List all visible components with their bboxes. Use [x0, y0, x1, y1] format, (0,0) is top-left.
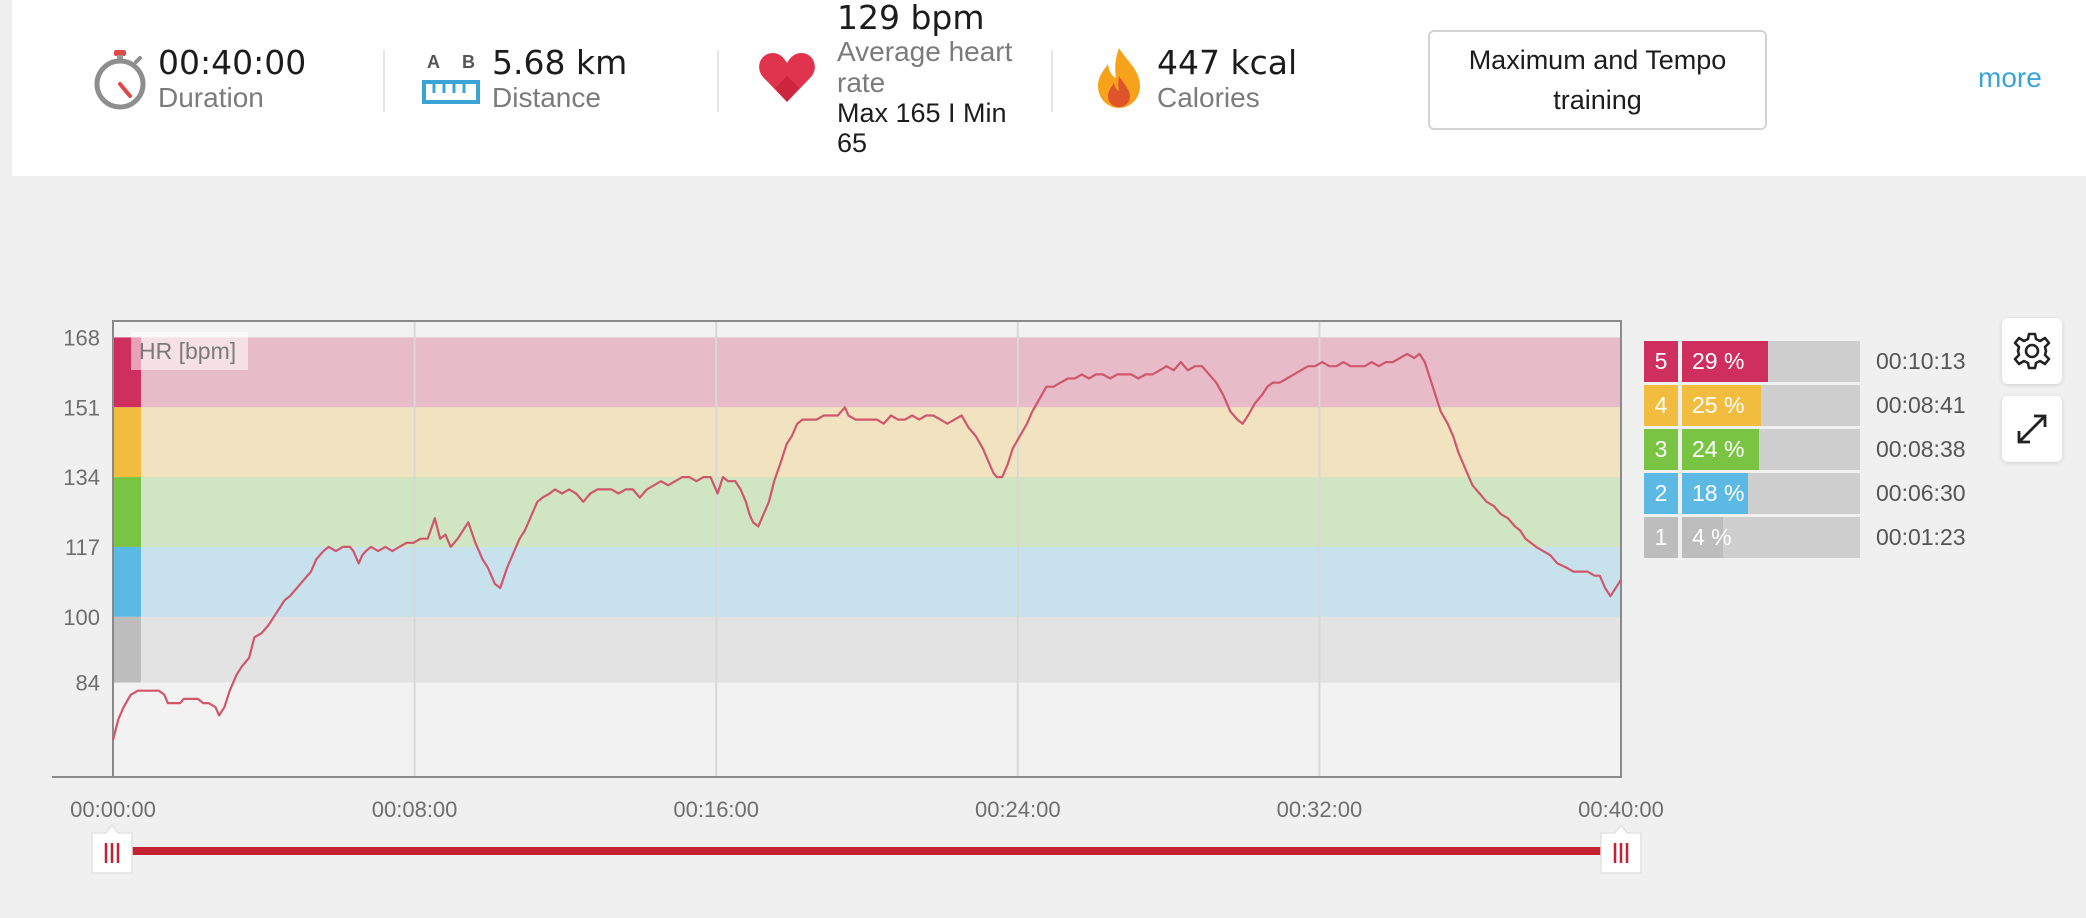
zone-percentage-bar: 29 %: [1682, 341, 1860, 382]
zone-row: 5 29 % 00:10:13: [1644, 341, 1984, 382]
zone-4-strip: [113, 407, 141, 478]
zone-1-band: [113, 616, 1621, 683]
gear-icon: [2013, 332, 2051, 370]
calories-label: Calories: [1157, 82, 1260, 113]
zone-percentage-label: 18 %: [1692, 480, 1745, 506]
zone-3-strip: [113, 477, 141, 547]
zone-percentage-bar: 18 %: [1682, 473, 1860, 514]
zone-time: 00:06:30: [1876, 480, 1966, 506]
expand-chart-button[interactable]: [2002, 396, 2062, 462]
zone-number: 4: [1644, 385, 1678, 426]
x-tick-label: 00:00:00: [70, 797, 156, 822]
zone-2-band: [113, 546, 1621, 617]
range-slider-end-handle[interactable]: [1600, 823, 1642, 874]
expand-icon: [2017, 414, 2047, 444]
calories-value: 447 kcal: [1157, 43, 1298, 82]
workout-summary-bar: 00:40:00 Duration A B 5.68 km Distance 1…: [12, 0, 2086, 176]
zone-row: 4 25 % 00:08:41: [1644, 385, 1984, 426]
duration-stat: 00:40:00 Duration: [158, 44, 306, 114]
zone-number: 2: [1644, 473, 1678, 514]
divider: [1051, 50, 1053, 112]
y-tick-label: 151: [63, 395, 100, 420]
heart-rate-chart: 168 151 134 117 100 84 00:00:00 00:08:00 00:16:…: [52, 320, 1664, 874]
zone-row: 2 18 % 00:06:30: [1644, 473, 1984, 514]
zone-time: 00:08:41: [1876, 392, 1966, 418]
heart-rate-zone-bands: [113, 337, 1621, 683]
range-slider-track[interactable]: [112, 847, 1622, 855]
heart-rate-zones-table: 5 29 % 00:10:13 4 25 % 00:08:41 3 24 % 00:08:38 2…: [1644, 341, 1984, 561]
zone-percentage-label: 25 %: [1692, 392, 1745, 418]
zone-color-strip: [113, 337, 141, 683]
y-tick-label: 168: [63, 325, 100, 350]
y-tick-label: 100: [63, 605, 100, 630]
x-tick-label: 00:40:00: [1578, 797, 1664, 822]
zone-percentage-fill: [1682, 385, 1761, 426]
x-tick-label: 00:32:00: [1277, 797, 1363, 822]
x-tick-label: 00:08:00: [372, 797, 458, 822]
zone-1-strip: [113, 616, 141, 683]
stopwatch-icon: [94, 50, 146, 110]
distance-value: 5.68 km: [492, 43, 628, 82]
zone-percentage-bar: 4 %: [1682, 517, 1860, 558]
heart-icon: [759, 53, 815, 102]
heart-rate-stat: 129 bpm Average heart rate Max 165 I Min…: [837, 0, 1037, 158]
x-tick-label: 00:16:00: [673, 797, 759, 822]
zone-percentage-fill: [1682, 341, 1768, 382]
flame-icon: [1098, 48, 1140, 108]
heart-rate-max-min: Max 165 I Min 65: [837, 98, 1007, 158]
zone-time: 00:01:23: [1876, 524, 1966, 550]
ruler-ab-icon: A B: [422, 50, 480, 106]
series-label-text: HR [bpm]: [139, 338, 236, 364]
range-slider-start-handle[interactable]: [91, 823, 133, 874]
calories-stat: 447 kcal Calories: [1157, 44, 1297, 114]
zone-time: 00:10:13: [1876, 348, 1966, 374]
training-type-button[interactable]: Maximum and Tempo training: [1428, 30, 1767, 130]
y-tick-label: 84: [76, 671, 100, 696]
plot-background: [113, 321, 1621, 777]
zone-percentage-fill: [1682, 517, 1724, 558]
zone-percentage-fill: [1682, 429, 1759, 470]
more-link[interactable]: more: [1978, 62, 2042, 93]
distance-label: Distance: [492, 82, 601, 113]
zone-2-strip: [113, 546, 141, 617]
zone-5-band: [113, 337, 1621, 408]
zone-number: 3: [1644, 429, 1678, 470]
duration-label: Duration: [158, 82, 264, 113]
x-tick-label: 00:24:00: [975, 797, 1061, 822]
zone-percentage-bar: 25 %: [1682, 385, 1860, 426]
series-label: HR [bpm]: [131, 332, 248, 370]
distance-stat: 5.68 km Distance: [492, 44, 627, 114]
zone-3-band: [113, 477, 1621, 547]
grid-lines: [413, 321, 1321, 777]
zone-number: 5: [1644, 341, 1678, 382]
zone-percentage-label: 4 %: [1692, 524, 1732, 550]
heart-rate-value: 129 bpm: [837, 0, 985, 37]
zone-percentage-bar: 24 %: [1682, 429, 1860, 470]
y-tick-label: 134: [63, 465, 100, 490]
heart-rate-series-line: [111, 352, 1622, 741]
duration-value: 00:40:00: [158, 43, 307, 82]
zone-percentage-label: 29 %: [1692, 348, 1745, 374]
zone-number: 1: [1644, 517, 1678, 558]
divider: [717, 50, 719, 112]
zone-percentage-label: 24 %: [1692, 436, 1745, 462]
zone-time: 00:08:38: [1876, 436, 1966, 462]
zone-row: 1 4 % 00:01:23: [1644, 517, 1984, 558]
heart-rate-label: Average heart rate: [837, 36, 1013, 98]
y-tick-label: 117: [65, 535, 100, 560]
y-axis-ticks: 168 151 134 117 100 84: [63, 325, 100, 695]
divider: [383, 50, 385, 112]
time-range-slider[interactable]: [91, 823, 1642, 874]
chart-settings-button[interactable]: [2002, 318, 2062, 384]
ruler-point-b-label: B: [462, 52, 475, 72]
ruler-point-a-label: A: [427, 52, 440, 72]
zone-percentage-fill: [1682, 473, 1749, 514]
zone-4-band: [113, 407, 1621, 478]
x-axis-ticks: 00:00:00 00:08:00 00:16:00 00:24:00 00:32:00…: [70, 797, 1664, 822]
zone-row: 3 24 % 00:08:38: [1644, 429, 1984, 470]
